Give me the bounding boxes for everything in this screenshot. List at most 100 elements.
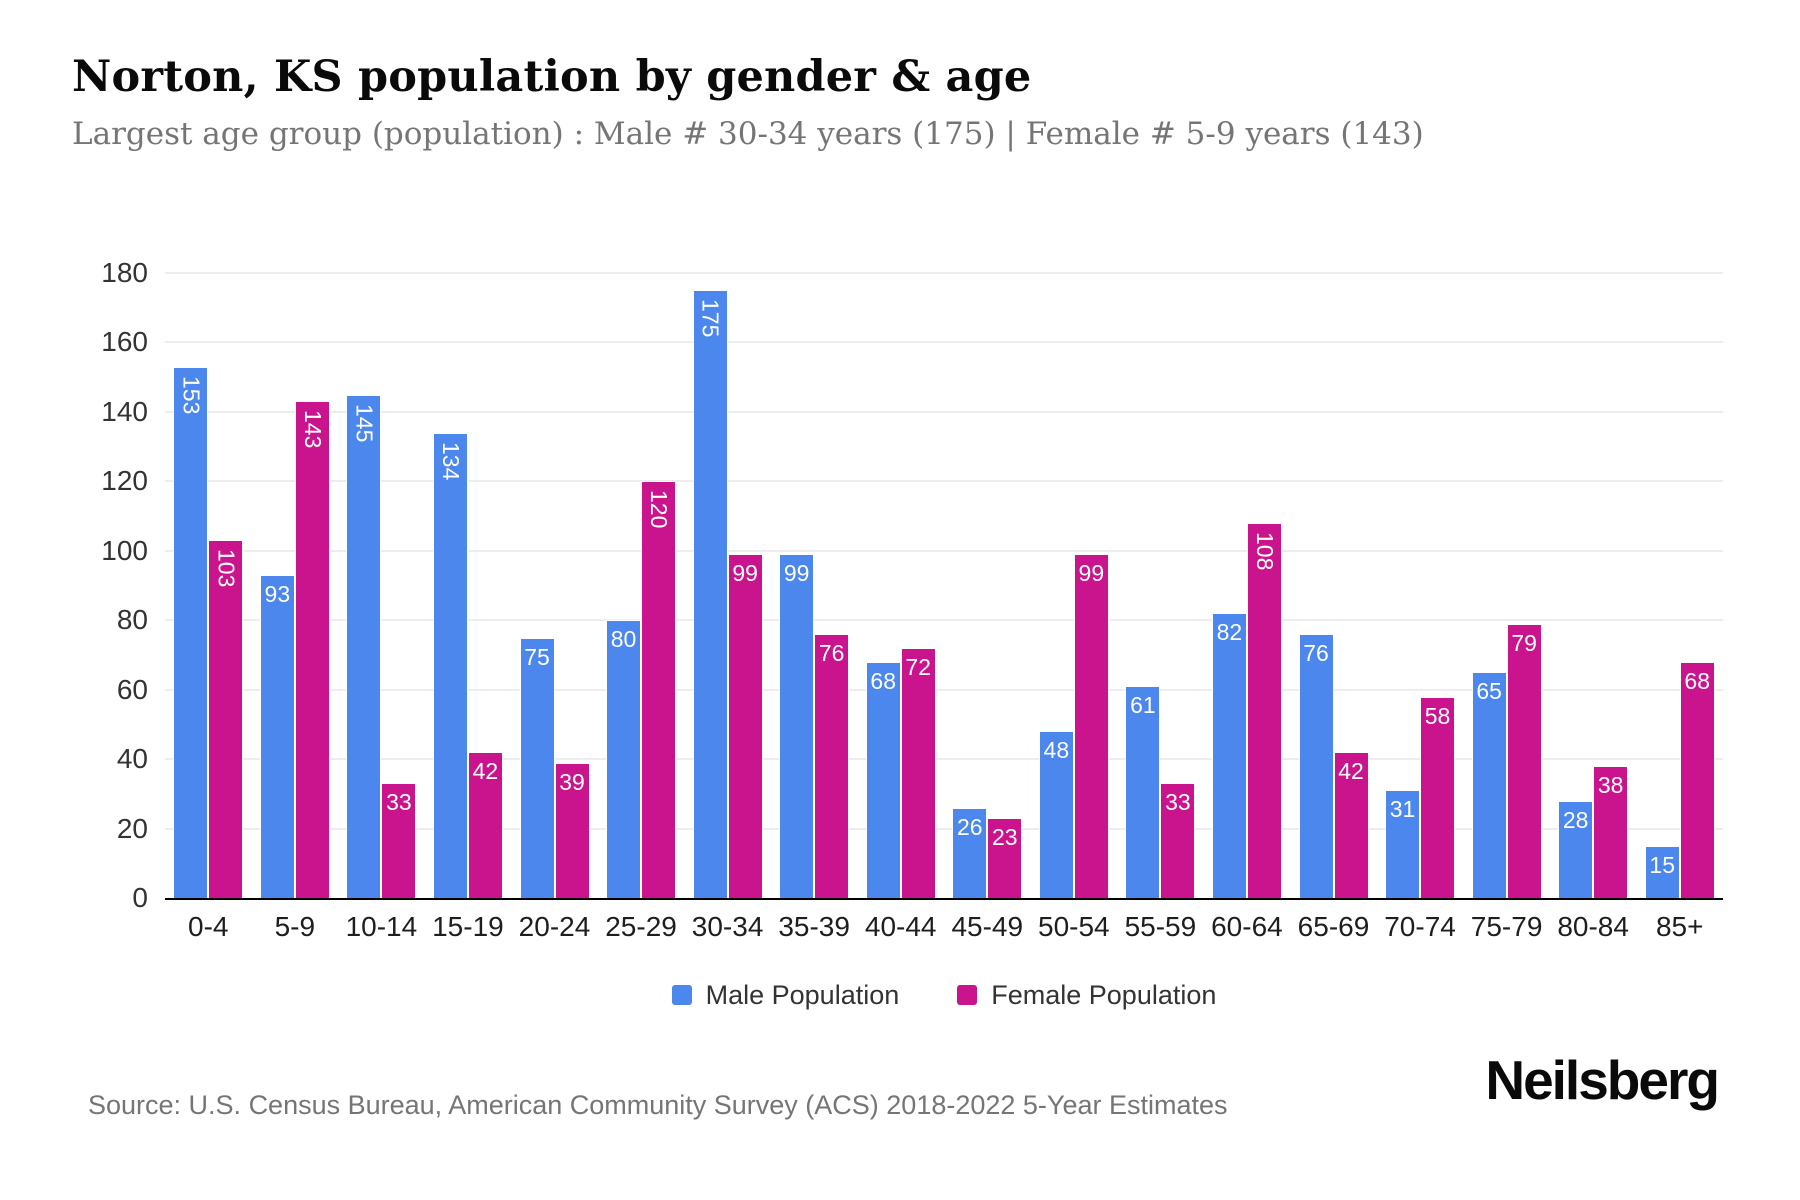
bar-female-45-49[interactable]: 23: [987, 818, 1023, 898]
bar-value-label: 42: [472, 758, 499, 784]
legend-swatch-female: [957, 985, 978, 1005]
bar-value-label: 26: [956, 814, 983, 840]
gridline-180: [165, 272, 1723, 274]
bar-value-label: 42: [1338, 758, 1364, 784]
y-tick-80: 80: [116, 604, 148, 636]
bar-male-0-4[interactable]: 153: [173, 367, 209, 898]
x-tick-45-49: 45-49: [951, 911, 1024, 942]
bar-value-label: 79: [1511, 630, 1537, 656]
bar-male-25-29[interactable]: 80: [606, 620, 642, 898]
bar-male-85+[interactable]: 15: [1644, 846, 1680, 898]
bar-male-10-14[interactable]: 145: [346, 395, 382, 898]
x-tick-80-84: 80-84: [1557, 911, 1629, 942]
y-tick-20: 20: [116, 812, 148, 844]
x-tick-75-79: 75-79: [1470, 911, 1543, 942]
x-tick-65-69: 65-69: [1297, 911, 1370, 942]
y-tick-40: 40: [116, 743, 148, 775]
bar-value-label: 33: [386, 789, 412, 815]
chart-subtitle: Largest age group (population) : Male # …: [72, 116, 1424, 152]
bar-male-75-79[interactable]: 65: [1471, 672, 1507, 898]
gridline-140: [165, 410, 1723, 413]
bar-value-label: 75: [524, 644, 550, 670]
bar-female-0-4[interactable]: 103: [208, 540, 244, 898]
bar-male-65-69[interactable]: 76: [1298, 634, 1334, 898]
bar-male-15-19[interactable]: 134: [432, 433, 468, 898]
bar-female-75-79[interactable]: 79: [1506, 624, 1542, 898]
bar-female-25-29[interactable]: 120: [641, 481, 677, 898]
y-tick-0: 0: [132, 882, 148, 913]
bar-value-label: 15: [1649, 852, 1676, 878]
x-tick-50-54: 50-54: [1038, 911, 1110, 942]
brand-logo: Neilsberg: [1485, 1049, 1720, 1111]
bar-female-85+[interactable]: 68: [1679, 662, 1715, 898]
bar-female-40-44[interactable]: 72: [900, 648, 936, 898]
x-tick-15-19: 15-19: [432, 911, 504, 942]
source-text: Source: U.S. Census Bureau, American Com…: [88, 1090, 1228, 1120]
bar-female-5-9[interactable]: 143: [294, 401, 330, 898]
bar-value-label: 23: [991, 824, 1018, 850]
x-tick-85+: 85+: [1655, 911, 1704, 942]
bar-male-80-84[interactable]: 28: [1558, 801, 1594, 898]
y-tick-160: 160: [101, 326, 148, 358]
legend-label: Male Population: [705, 979, 900, 1010]
bar-value-label: 28: [1562, 807, 1589, 833]
bar-male-30-34[interactable]: 175: [692, 290, 728, 898]
bar-male-35-39[interactable]: 99: [779, 554, 815, 898]
bar-value-label: 68: [870, 668, 897, 694]
bar-male-55-59[interactable]: 61: [1125, 686, 1161, 898]
y-tick-120: 120: [101, 465, 148, 497]
bar-male-60-64[interactable]: 82: [1211, 613, 1247, 898]
bar-female-20-24[interactable]: 39: [554, 763, 590, 898]
bar-female-55-59[interactable]: 33: [1160, 783, 1196, 898]
bar-female-15-19[interactable]: 42: [467, 752, 503, 898]
chart-title: Norton, KS population by gender & age: [72, 52, 1032, 102]
legend-item-male[interactable]: Male Population: [671, 979, 900, 1011]
bar-value-label: 65: [1476, 678, 1502, 704]
bar-value-label: 120: [646, 490, 673, 529]
bar-female-35-39[interactable]: 76: [814, 634, 850, 898]
bar-female-50-54[interactable]: 99: [1073, 554, 1109, 898]
bar-male-20-24[interactable]: 75: [519, 638, 555, 898]
bar-value-label: 58: [1424, 703, 1451, 729]
bar-value-label: 143: [299, 410, 326, 449]
x-tick-10-14: 10-14: [345, 911, 418, 942]
legend-label: Female Population: [991, 979, 1217, 1010]
bar-value-label: 33: [1165, 789, 1191, 815]
legend-item-female[interactable]: Female Population: [957, 980, 1216, 1011]
bar-female-65-69[interactable]: 42: [1333, 752, 1369, 898]
bar-value-label: 48: [1043, 737, 1070, 763]
bar-male-45-49[interactable]: 26: [952, 808, 988, 898]
bar-value-label: 153: [178, 376, 205, 415]
x-tick-70-74: 70-74: [1384, 911, 1456, 942]
x-tick-60-64: 60-64: [1211, 911, 1283, 942]
chart-plot: 153 103 93 143 145 33 134 42 75 39 80 120 175 99 99 76 6…: [165, 272, 1723, 900]
y-tick-180: 180: [101, 257, 148, 288]
x-tick-5-9: 5-9: [274, 911, 316, 942]
y-tick-60: 60: [116, 673, 148, 705]
x-tick-35-39: 35-39: [778, 911, 850, 942]
bar-value-label: 145: [351, 404, 378, 443]
y-tick-100: 100: [101, 534, 148, 566]
bar-male-40-44[interactable]: 68: [865, 662, 901, 898]
gridline-80: [165, 619, 1723, 622]
bar-value-label: 80: [610, 626, 637, 652]
bar-value-label: 93: [264, 581, 291, 607]
bar-male-50-54[interactable]: 48: [1038, 731, 1074, 898]
x-tick-40-44: 40-44: [864, 911, 937, 942]
x-axis-labels: 0-4 5-9 10-14 15-19 20-24 25-29 30-34 35-39 40-4…: [165, 910, 1723, 946]
x-tick-25-29: 25-29: [605, 911, 677, 942]
bar-value-label: 76: [818, 640, 845, 666]
bar-male-70-74[interactable]: 31: [1385, 790, 1421, 898]
bar-value-label: 68: [1684, 668, 1711, 694]
bar-value-label: 82: [1216, 619, 1243, 645]
bar-value-label: 103: [213, 549, 240, 588]
bar-female-80-84[interactable]: 38: [1593, 766, 1629, 898]
bar-female-60-64[interactable]: 108: [1246, 523, 1282, 898]
x-tick-30-34: 30-34: [691, 911, 764, 942]
bar-value-label: 61: [1130, 692, 1156, 718]
bar-female-10-14[interactable]: 33: [381, 783, 417, 898]
bar-male-5-9[interactable]: 93: [259, 575, 295, 898]
bar-female-70-74[interactable]: 58: [1420, 697, 1456, 898]
bar-female-30-34[interactable]: 99: [727, 554, 763, 898]
